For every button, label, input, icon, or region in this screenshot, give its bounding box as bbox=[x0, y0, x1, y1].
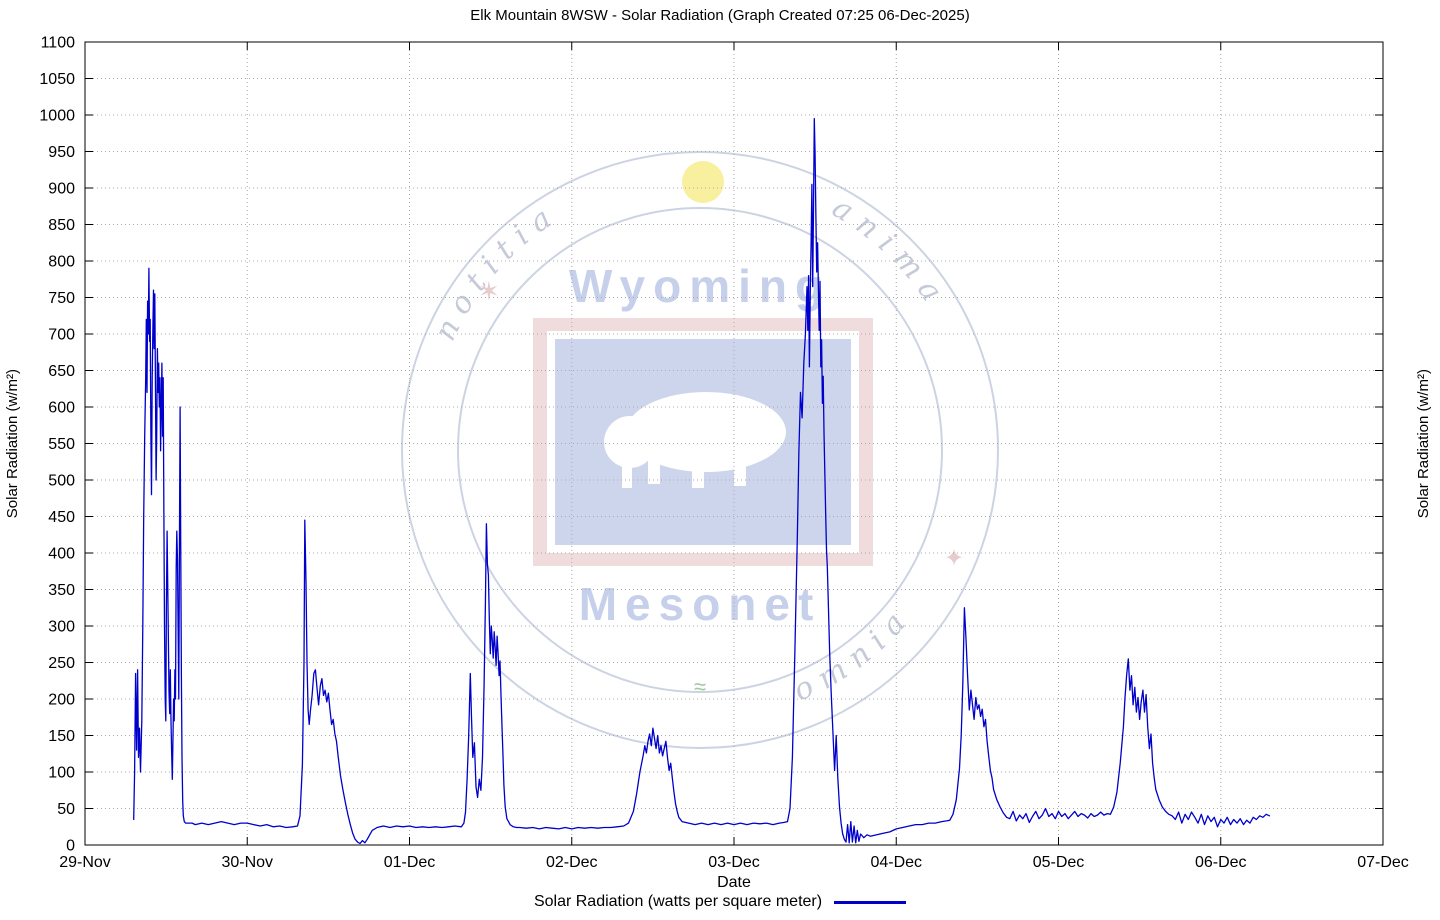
watermark-star-glyph: ✶ bbox=[478, 276, 500, 306]
chart-title: Elk Mountain 8WSW - Solar Radiation (Gra… bbox=[470, 7, 970, 24]
y-tick-label: 1000 bbox=[39, 108, 75, 125]
grid bbox=[85, 42, 1383, 845]
y-tick-label: 0 bbox=[66, 838, 75, 855]
y-tick-label: 300 bbox=[48, 619, 75, 636]
y-tick-label: 1050 bbox=[39, 71, 75, 88]
axis-ticks bbox=[84, 41, 1384, 846]
x-tick-label: 04-Dec bbox=[870, 854, 922, 871]
tick-labels: 0 50 100 150 200 250 300 350 400 450 500 550 600 650 7… bbox=[39, 35, 1408, 871]
y-tick-label: 700 bbox=[48, 327, 75, 344]
y-tick-label: 650 bbox=[48, 363, 75, 380]
watermark-bison-icon bbox=[604, 392, 786, 488]
x-tick-label: 03-Dec bbox=[708, 854, 760, 871]
y-tick-label: 850 bbox=[48, 217, 75, 234]
y-tick-label: 1100 bbox=[41, 35, 76, 52]
legend-line-sample bbox=[834, 900, 907, 904]
watermark-mark-glyph: ✦ bbox=[944, 545, 964, 572]
x-axis-label: Date bbox=[717, 874, 751, 891]
watermark-outer-ring bbox=[401, 151, 999, 749]
y-tick-label: 600 bbox=[48, 400, 75, 417]
y-axis-label-right: Solar Radiation (w/m²) bbox=[1415, 368, 1432, 519]
y-tick-label: 250 bbox=[48, 655, 75, 672]
x-tick-label: 01-Dec bbox=[384, 854, 436, 871]
y-tick-label: 500 bbox=[48, 473, 75, 490]
y-tick-label: 150 bbox=[48, 728, 75, 745]
y-tick-label: 800 bbox=[48, 254, 75, 271]
x-tick-label: 02-Dec bbox=[546, 854, 598, 871]
y-tick-label: 50 bbox=[57, 801, 75, 818]
legend: Solar Radiation (watts per square meter) bbox=[0, 893, 1440, 911]
y-tick-label: 950 bbox=[48, 144, 75, 161]
watermark-name-bottom: Mesonet bbox=[579, 578, 822, 630]
x-tick-label: 06-Dec bbox=[1195, 854, 1247, 871]
y-tick-label: 100 bbox=[48, 765, 75, 782]
y-tick-label: 400 bbox=[48, 546, 75, 563]
legend-label: Solar Radiation (watts per square meter) bbox=[533, 893, 823, 910]
x-tick-label: 29-Nov bbox=[59, 854, 111, 871]
watermark-inner-ring bbox=[457, 207, 943, 693]
x-tick-label: 30-Nov bbox=[221, 854, 273, 871]
solar-radiation-series bbox=[133, 117, 1271, 845]
watermark-green-glyph: ≈ bbox=[694, 674, 706, 699]
y-tick-label: 750 bbox=[48, 290, 75, 307]
y-tick-label: 550 bbox=[48, 436, 75, 453]
y-tick-label: 450 bbox=[48, 509, 75, 526]
watermark-name-top: Wyoming bbox=[569, 260, 831, 312]
x-tick-label: 07-Dec bbox=[1357, 854, 1409, 871]
y-tick-label: 200 bbox=[48, 692, 75, 709]
y-tick-label: 350 bbox=[48, 582, 75, 599]
y-axis-label-left: Solar Radiation (w/m²) bbox=[4, 368, 21, 519]
watermark-sun-icon bbox=[682, 161, 724, 203]
x-tick-label: 05-Dec bbox=[1033, 854, 1085, 871]
y-tick-label: 900 bbox=[48, 181, 75, 198]
